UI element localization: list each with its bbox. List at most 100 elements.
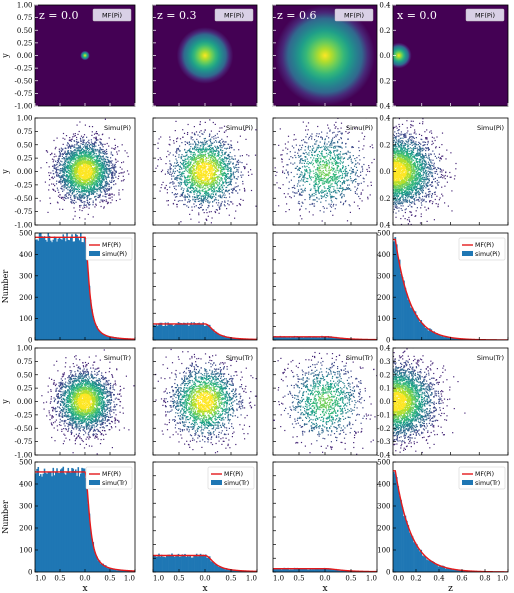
scatter-point [197,140,199,142]
scatter-point [86,148,89,150]
scatter-point [60,150,63,152]
scatter-point [221,151,223,153]
scatter-point [179,168,181,171]
scatter-point [191,132,193,134]
scatter-point [70,140,72,142]
scatter-point [221,197,223,199]
density-blob [273,5,377,106]
scatter-point [114,170,116,172]
scatter-point [74,135,76,137]
scatter-point [166,156,168,158]
scatter-point [65,176,67,178]
scatter-point [207,162,209,164]
scatter-point [86,180,88,183]
scatter-point [88,163,90,165]
scatter-point [93,187,95,189]
scatter-point [110,153,112,155]
scatter-point [286,153,288,155]
scatter-point [60,164,62,166]
scatter-point [64,163,66,166]
scatter-point [48,184,50,186]
scatter-point [87,202,89,205]
scatter-point [86,163,88,165]
scatter-point [73,145,75,147]
scatter-point [200,185,203,187]
scatter-point [367,170,369,172]
scatter-point [55,172,58,174]
scatter-point [204,167,206,169]
scatter-point [232,188,234,190]
scatter-point [103,160,105,162]
scatter-point [72,180,74,182]
scatter-point [105,153,108,155]
legend: MF(Pi) [214,8,254,22]
scatter-point [205,197,207,199]
scatter-point [206,158,208,160]
scatter-point [76,193,78,195]
scatter-point [169,160,171,162]
scatter-point [105,171,108,173]
scatter-point [189,162,192,165]
scatter-point [198,148,200,150]
y-tick-label: 1.00 [17,115,33,123]
scatter-point [188,149,190,152]
scatter-point [64,175,66,177]
scatter-point [207,178,209,180]
scatter-point [170,163,172,165]
scatter-point [108,197,110,199]
y-tick-label: 0.25 [17,155,33,163]
scatter-point [59,196,61,198]
scatter-point [192,182,194,184]
scatter-point [193,193,195,195]
scatter-point [192,157,194,159]
scatter-point [96,159,98,162]
scatter-point [225,179,227,181]
scatter-point [70,182,72,184]
panel-r1-c2: z = 0.3 MF(Pi) [152,4,258,107]
scatter-point [229,183,231,185]
scatter-point [84,167,86,169]
scatter-point [201,155,203,158]
scatter-point [69,155,71,157]
scatter-point [111,172,113,174]
scatter-point [80,135,83,137]
scatter-point [186,141,188,143]
scatter-point [88,125,91,128]
scatter-point [184,203,186,206]
scatter-point [205,158,207,160]
scatter-point [95,142,97,144]
scatter-point [198,179,200,181]
scatter-point [79,182,81,185]
scatter-point [66,159,69,161]
scatter-point [255,129,257,131]
scatter-point [102,167,104,169]
y-tick-label: -0.25 [15,65,33,73]
scatter-point [213,195,215,197]
scatter-point [215,162,217,164]
scatter-point [214,181,216,183]
scatter-point [185,176,187,179]
scatter-point [78,156,80,158]
scatter-point [97,160,99,162]
scatter-point [187,167,189,169]
scatter-point [227,165,229,167]
scatter-point [84,218,86,220]
scatter-point [103,189,105,192]
scatter-point [75,149,77,151]
scatter-point [87,169,89,171]
scatter-point [215,160,217,162]
scatter-point [237,161,239,163]
scatter-point [178,174,180,177]
scatter-point [219,163,221,165]
scatter-point [104,184,106,187]
scatter-point [208,152,210,154]
scatter-point [114,144,116,146]
scatter-point [101,182,103,184]
scatter-point [70,186,72,188]
scatter-point [198,157,200,159]
scatter-point [92,162,94,165]
scatter-point [83,134,86,136]
scatter-point [179,174,181,176]
scatter-point [101,161,103,163]
scatter-point [196,138,198,140]
